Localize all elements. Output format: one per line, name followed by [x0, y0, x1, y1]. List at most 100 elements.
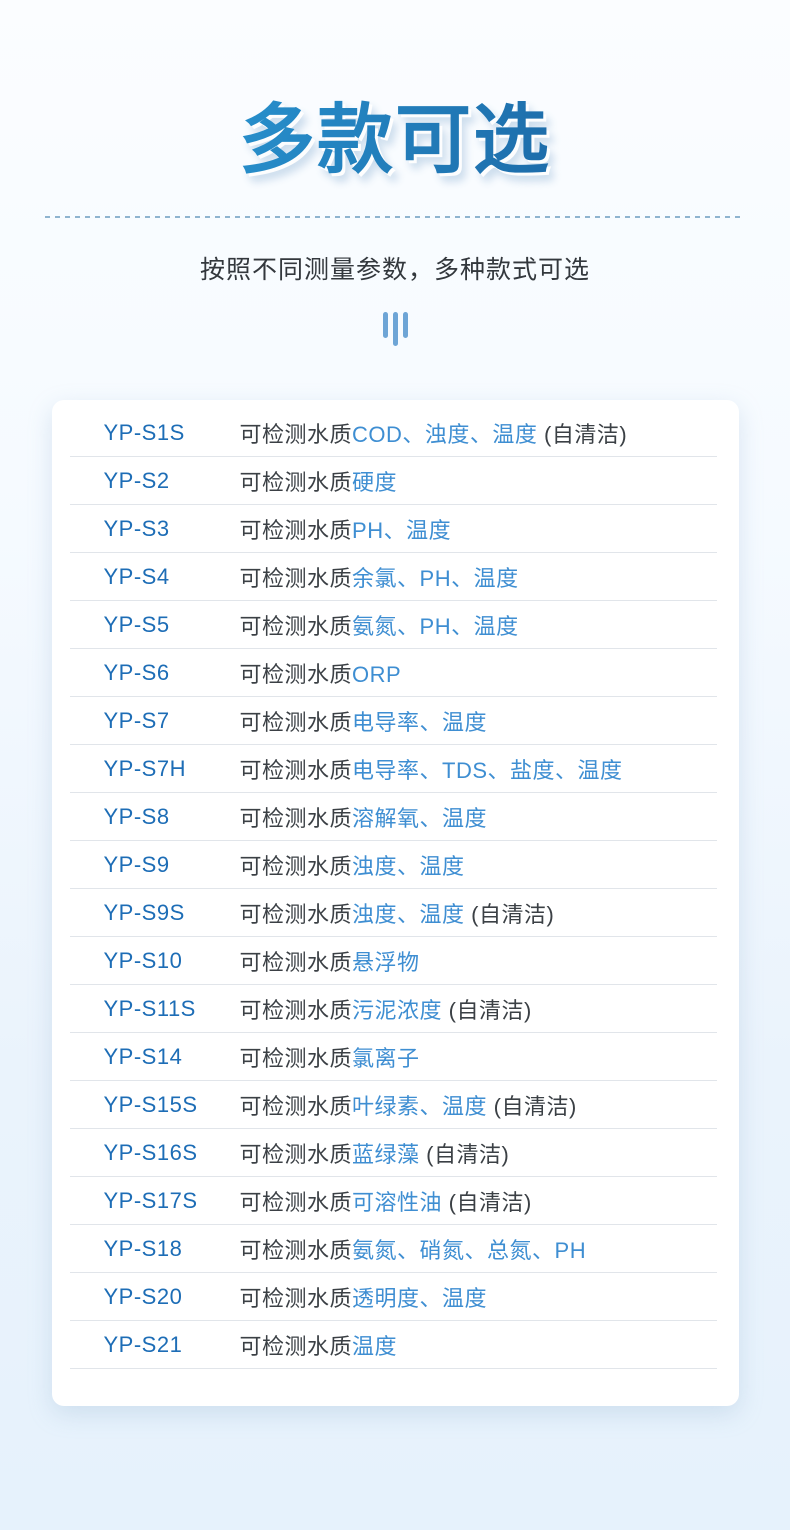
model-name: YP-S4: [103, 563, 170, 589]
desc-params: 溶解氧、温度: [352, 805, 488, 831]
table-row: YP-S18 可检测水质氨氮、硝氮、总氮、PH: [69, 1225, 717, 1274]
table-row: YP-S5 可检测水质氨氮、PH、温度: [69, 601, 717, 650]
desc-params: 蓝绿藻: [352, 1141, 420, 1167]
table-row: YP-S3 可检测水质PH、温度: [69, 505, 717, 554]
desc-prefix: 可检测水质: [239, 1045, 353, 1071]
table-row: YP-S7 可检测水质电导率、温度: [69, 697, 717, 746]
bars-icon: [0, 312, 790, 347]
model-name: YP-S16S: [103, 1139, 198, 1165]
model-name: YP-S9S: [103, 899, 185, 925]
desc-params: 氯离子: [352, 1045, 420, 1071]
model-description: 可检测水质余氯、PH、温度: [240, 561, 519, 593]
desc-prefix: 可检测水质: [239, 613, 353, 639]
desc-suffix: (自清洁): [537, 421, 628, 447]
desc-params: 污泥浓度: [352, 997, 443, 1023]
table-row: YP-S8 可检测水质溶解氧、温度: [69, 793, 717, 842]
model-description: 可检测水质叶绿素、温度 (自清洁): [240, 1089, 577, 1121]
desc-params: 悬浮物: [352, 949, 420, 975]
desc-prefix: 可检测水质: [239, 517, 353, 543]
model-name: YP-S1S: [103, 419, 185, 445]
model-name: YP-S10: [103, 947, 183, 973]
desc-params: 余氯、PH、温度: [352, 565, 519, 591]
model-description: 可检测水质硬度: [240, 465, 398, 497]
desc-prefix: 可检测水质: [239, 1093, 353, 1119]
model-description: 可检测水质COD、浊度、温度 (自清洁): [240, 417, 628, 449]
table-row: YP-S21 可检测水质温度: [69, 1321, 717, 1370]
desc-params: 电导率、TDS、盐度、温度: [352, 757, 623, 783]
desc-params: 温度: [352, 1333, 398, 1359]
desc-prefix: 可检测水质: [239, 1333, 353, 1359]
desc-prefix: 可检测水质: [239, 1189, 353, 1215]
subtitle: 按照不同测量参数，多种款式可选: [199, 255, 590, 284]
table-row: YP-S16S 可检测水质蓝绿藻 (自清洁): [69, 1129, 717, 1178]
model-name: YP-S17S: [103, 1187, 198, 1213]
model-description: 可检测水质蓝绿藻 (自清洁): [240, 1137, 510, 1169]
model-name: YP-S7H: [103, 755, 186, 781]
model-name: YP-S18: [103, 1235, 183, 1261]
desc-prefix: 可检测水质: [239, 709, 353, 735]
desc-prefix: 可检测水质: [239, 853, 353, 879]
model-description: 可检测水质电导率、TDS、盐度、温度: [240, 753, 623, 785]
model-description: 可检测水质氨氮、PH、温度: [240, 609, 519, 641]
table-row: YP-S20 可检测水质透明度、温度: [69, 1273, 717, 1322]
desc-prefix: 可检测水质: [239, 997, 353, 1023]
desc-prefix: 可检测水质: [239, 421, 353, 447]
table-row: YP-S6 可检测水质ORP: [69, 649, 717, 698]
table-row: YP-S1S 可检测水质COD、浊度、温度 (自清洁): [69, 409, 717, 458]
model-name: YP-S5: [103, 611, 170, 637]
model-name: YP-S8: [103, 803, 170, 829]
desc-params: 浊度、温度: [352, 901, 465, 927]
model-description: 可检测水质悬浮物: [240, 945, 420, 977]
table-row: YP-S10 可检测水质悬浮物: [69, 937, 717, 986]
desc-prefix: 可检测水质: [239, 661, 353, 687]
desc-params: 叶绿素、温度: [352, 1093, 488, 1119]
desc-params: 氨氮、PH、温度: [352, 613, 519, 639]
desc-params: 可溶性油: [352, 1189, 443, 1215]
table-row: YP-S17S 可检测水质可溶性油 (自清洁): [69, 1177, 717, 1226]
desc-params: 透明度、温度: [352, 1285, 488, 1311]
table-row: YP-S15S 可检测水质叶绿素、温度 (自清洁): [69, 1081, 717, 1130]
model-name: YP-S3: [103, 515, 170, 541]
table-row: YP-S9S 可检测水质浊度、温度 (自清洁): [69, 889, 717, 938]
model-name: YP-S2: [103, 467, 170, 493]
table-row: YP-S14 可检测水质氯离子: [69, 1033, 717, 1082]
table-row: YP-S9 可检测水质浊度、温度: [69, 841, 717, 890]
desc-prefix: 可检测水质: [239, 469, 353, 495]
model-description: 可检测水质氯离子: [240, 1041, 420, 1073]
dashed-divider: [45, 215, 745, 218]
desc-prefix: 可检测水质: [239, 1237, 353, 1263]
model-description: 可检测水质可溶性油 (自清洁): [240, 1185, 532, 1217]
desc-suffix: (自清洁): [442, 1189, 532, 1215]
model-description: 可检测水质溶解氧、温度: [240, 801, 488, 833]
model-description: 可检测水质污泥浓度 (自清洁): [240, 993, 532, 1025]
desc-prefix: 可检测水质: [239, 757, 353, 783]
table-row: YP-S11S 可检测水质污泥浓度 (自清洁): [69, 985, 717, 1034]
desc-params: COD、浊度、温度: [352, 421, 538, 447]
desc-params: 硬度: [352, 469, 398, 495]
model-description: 可检测水质PH、温度: [240, 513, 452, 545]
table-row: YP-S2 可检测水质硬度: [69, 457, 717, 506]
desc-suffix: (自清洁): [487, 1093, 577, 1119]
desc-suffix: (自清洁): [442, 997, 532, 1023]
desc-prefix: 可检测水质: [239, 805, 353, 831]
model-name: YP-S20: [103, 1283, 183, 1309]
desc-prefix: 可检测水质: [239, 1141, 353, 1167]
desc-params: 电导率、温度: [352, 709, 488, 735]
model-name: YP-S21: [103, 1331, 183, 1357]
model-description: 可检测水质透明度、温度: [240, 1281, 488, 1313]
table-row: YP-S4 可检测水质余氯、PH、温度: [69, 553, 717, 602]
model-name: YP-S6: [103, 659, 170, 685]
desc-prefix: 可检测水质: [239, 901, 353, 927]
model-name: YP-S7: [103, 707, 170, 733]
table-row: YP-S7H 可检测水质电导率、TDS、盐度、温度: [69, 745, 717, 794]
desc-params: ORP: [352, 661, 402, 687]
desc-prefix: 可检测水质: [239, 1285, 353, 1311]
model-description: 可检测水质氨氮、硝氮、总氮、PH: [240, 1233, 587, 1265]
desc-params: PH、温度: [352, 517, 452, 543]
model-name: YP-S11S: [103, 995, 196, 1021]
model-description: 可检测水质温度: [240, 1329, 398, 1361]
model-description: 可检测水质电导率、温度: [240, 705, 488, 737]
header: 多款可选 按照不同测量参数，多种款式可选: [0, 0, 790, 347]
model-description: 可检测水质浊度、温度 (自清洁): [240, 897, 555, 929]
